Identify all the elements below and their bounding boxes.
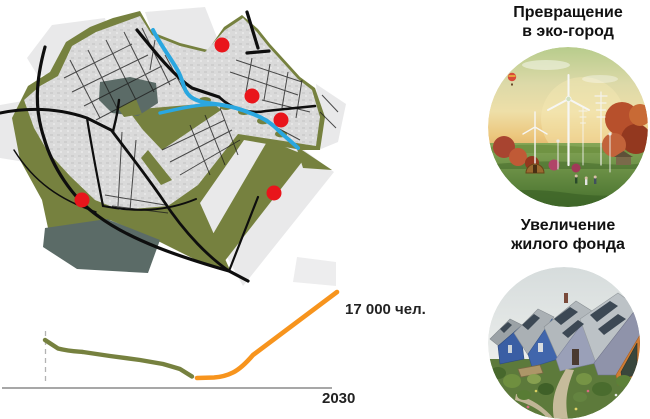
- map-marker: [74, 192, 90, 208]
- map-marker: [273, 112, 289, 128]
- terraced-houses: [489, 292, 640, 386]
- card-eco-city-title-line1: Превращение: [513, 4, 623, 21]
- map-shadow-area: [43, 219, 160, 273]
- population-line-chart: [2, 289, 340, 389]
- map-main-roads: [0, 10, 317, 283]
- front-garden: [490, 364, 640, 419]
- eco-city-circle-image: [488, 47, 648, 207]
- card-housing-title: Увеличение жилого фонда: [480, 216, 650, 254]
- map-marker: [266, 185, 282, 201]
- city-masterplan-map: [0, 7, 346, 286]
- card-housing-title-line1: Увеличение: [520, 217, 616, 234]
- solar-panels: [500, 301, 626, 338]
- map-marker: [214, 37, 230, 53]
- card-eco-city-title-line2: в эко-город: [522, 23, 614, 40]
- eco-housing-circle-image: [488, 267, 640, 419]
- eco-city-illustration: [488, 47, 648, 207]
- map-development-markers: [74, 37, 289, 208]
- map-river: [151, 28, 300, 150]
- population-target-label: 17 000 чел.: [345, 301, 426, 318]
- map-pond: [99, 77, 158, 117]
- tiny-figures: [574, 174, 597, 185]
- map-marker: [244, 88, 260, 104]
- eco-housing-illustration: [488, 267, 640, 419]
- card-eco-city-title: Превращение в эко-город: [480, 3, 650, 41]
- card-housing-title-line2: жилого фонда: [511, 236, 625, 253]
- wind-turbine-icons: [522, 74, 612, 173]
- hot-air-balloon: [507, 72, 517, 86]
- autumn-trees: [493, 102, 648, 173]
- year-2030-label: 2030: [322, 390, 356, 407]
- chart-series-growth: [194, 289, 340, 381]
- chart-series-decline: [42, 337, 195, 379]
